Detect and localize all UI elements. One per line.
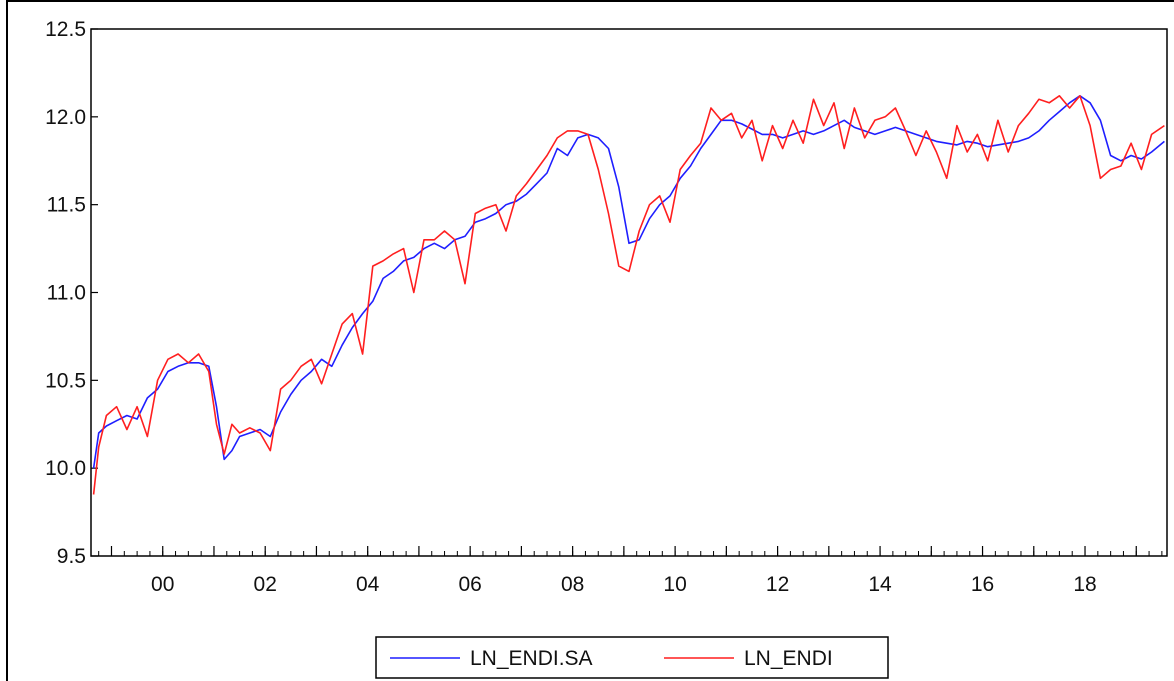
y-tick-label: 12.0 — [45, 106, 86, 129]
y-tick-label: 11.5 — [47, 194, 86, 217]
x-tick-label: 08 — [561, 573, 584, 596]
legend-label-ln-endi: LN_ENDI — [744, 647, 833, 670]
y-axis: 9.5 10.0 10.5 11.0 11.5 12.0 12.5 — [45, 18, 98, 568]
series-line-ln-endi — [92, 95, 1165, 495]
series-layer — [92, 95, 1165, 495]
x-tick-label: 00 — [151, 573, 174, 596]
x-axis: 00 02 04 06 08 10 12 14 16 18 — [98, 546, 1163, 596]
x-tick-label: 04 — [356, 573, 380, 596]
x-tick-label: 18 — [1073, 573, 1096, 596]
x-tick-label: 10 — [663, 573, 686, 596]
legend: LN_ENDI.SA LN_ENDI — [375, 636, 889, 679]
y-tick-label: 9.5 — [57, 545, 86, 568]
legend-label-ln-endi-sa: LN_ENDI.SA — [470, 647, 593, 670]
y-tick-label: 10.5 — [45, 369, 86, 392]
x-tick-label: 14 — [868, 573, 892, 596]
legend-box — [375, 636, 889, 679]
x-tick-label: 06 — [458, 573, 481, 596]
y-tick-label: 12.5 — [45, 18, 86, 41]
x-tick-label: 16 — [971, 573, 994, 596]
x-tick-label: 12 — [766, 573, 789, 596]
y-tick-label: 11.0 — [47, 282, 86, 305]
y-tick-label: 10.0 — [45, 457, 86, 480]
x-tick-label: 02 — [254, 573, 277, 596]
